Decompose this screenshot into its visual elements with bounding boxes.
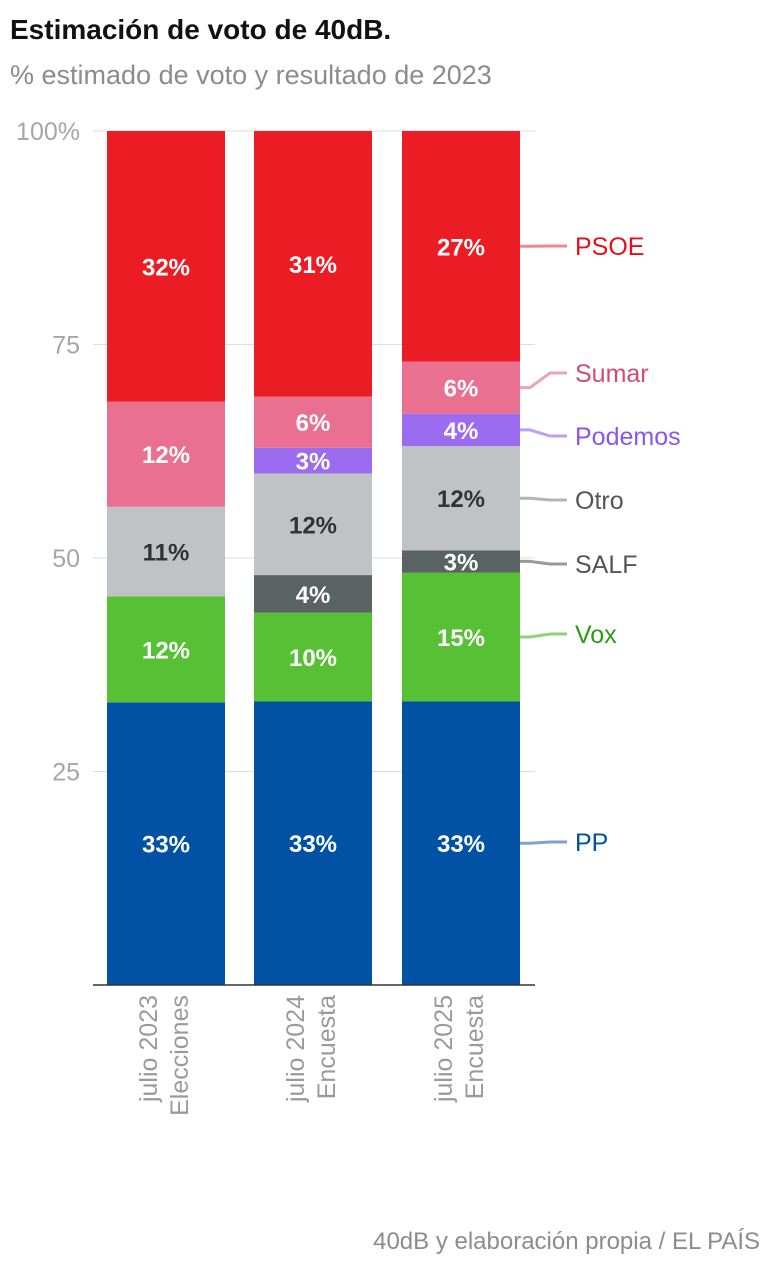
bar-value-label: 12% xyxy=(142,442,190,469)
legend-label-salf: SALF xyxy=(575,551,638,579)
bar-segment-sumar xyxy=(402,361,520,414)
chart-subtitle: % estimado de voto y resultado de 2023 xyxy=(10,60,492,90)
bar-value-label: 31% xyxy=(289,252,337,279)
bar-segment-podemos xyxy=(254,447,372,474)
x-category-date: julio 2024 xyxy=(282,995,310,1103)
x-category-date: julio 2025 xyxy=(430,995,458,1103)
legend-leader-line xyxy=(520,496,567,502)
bar-segment-vox xyxy=(254,612,372,702)
bar-segment-otro xyxy=(107,506,225,597)
y-tick-label: 75 xyxy=(52,332,80,360)
bar-segment-salf xyxy=(254,575,372,613)
y-tick-label: 100% xyxy=(16,118,80,146)
legend-label-podemos: Podemos xyxy=(575,423,681,451)
bar-value-label: 27% xyxy=(437,234,485,261)
legend-label-otro: Otro xyxy=(575,487,624,515)
legend-leader-line xyxy=(520,371,567,390)
bar-segment-otro xyxy=(254,473,372,576)
x-category-label: julio 2024 Encuesta xyxy=(282,995,341,1103)
stacked-bar-chart: 100% 75 50 25 33% 12% 11% 12% 32% 33% 10% 4% 12% 3% 6%… xyxy=(16,118,681,1116)
x-category-date: julio 2023 xyxy=(135,995,163,1103)
bar-segment-sumar xyxy=(107,401,225,507)
bar-value-label: 3% xyxy=(444,549,479,576)
legend-leader-line xyxy=(520,840,567,845)
bar-segment-otro xyxy=(402,446,520,551)
bar-segment-psoe xyxy=(254,131,372,397)
source-note: 40dB y elaboración propia / EL PAÍS xyxy=(373,1228,760,1255)
bar-value-label: 4% xyxy=(444,418,479,445)
bar-value-label: 4% xyxy=(296,582,331,609)
legend-leader-line xyxy=(520,632,567,639)
bar-segment-vox xyxy=(107,596,225,703)
bar-value-label: 12% xyxy=(437,486,485,513)
bar-value-label: 10% xyxy=(289,645,337,672)
y-tick-label: 50 xyxy=(52,545,80,573)
bar-segment-sumar xyxy=(254,396,372,448)
bar-segment-pp xyxy=(107,702,225,985)
legend-label-pp: PP xyxy=(575,829,608,857)
legend-label-sumar: Sumar xyxy=(575,360,649,388)
bar-value-label: 33% xyxy=(289,831,337,858)
bar-segment-psoe xyxy=(402,131,520,362)
bar-segment-vox xyxy=(402,572,520,702)
x-category-label: julio 2023 Elecciones xyxy=(135,995,194,1116)
x-category-label: julio 2025 Encuesta xyxy=(430,995,489,1103)
bar-segment-podemos xyxy=(402,413,520,447)
bar-value-label: 6% xyxy=(444,376,479,403)
bar-value-label: 12% xyxy=(289,512,337,539)
bar-segment-pp xyxy=(402,701,520,985)
bar-segment-salf xyxy=(402,550,520,573)
y-tick-label: 25 xyxy=(52,759,80,787)
x-category-type: Elecciones xyxy=(166,995,194,1116)
bar-value-label: 11% xyxy=(143,540,190,567)
legend-label-psoe: PSOE xyxy=(575,233,644,261)
x-category-type: Encuesta xyxy=(313,995,341,1099)
bar-value-label: 33% xyxy=(142,832,190,859)
bar-segment-psoe xyxy=(107,131,225,402)
bar-value-label: 15% xyxy=(437,625,485,652)
legend-label-vox: Vox xyxy=(575,621,617,649)
bar-value-label: 6% xyxy=(296,410,331,437)
legend-leader-line xyxy=(520,428,567,438)
legend-leader-line xyxy=(520,559,567,566)
bar-value-label: 3% xyxy=(296,449,331,476)
x-category-type: Encuesta xyxy=(461,995,489,1099)
bar-value-label: 33% xyxy=(437,831,485,858)
bar-value-label: 32% xyxy=(142,254,190,281)
chart-title: Estimación de voto de 40dB. xyxy=(10,14,392,45)
bar-segment-pp xyxy=(254,701,372,985)
bar-value-label: 12% xyxy=(142,637,190,664)
